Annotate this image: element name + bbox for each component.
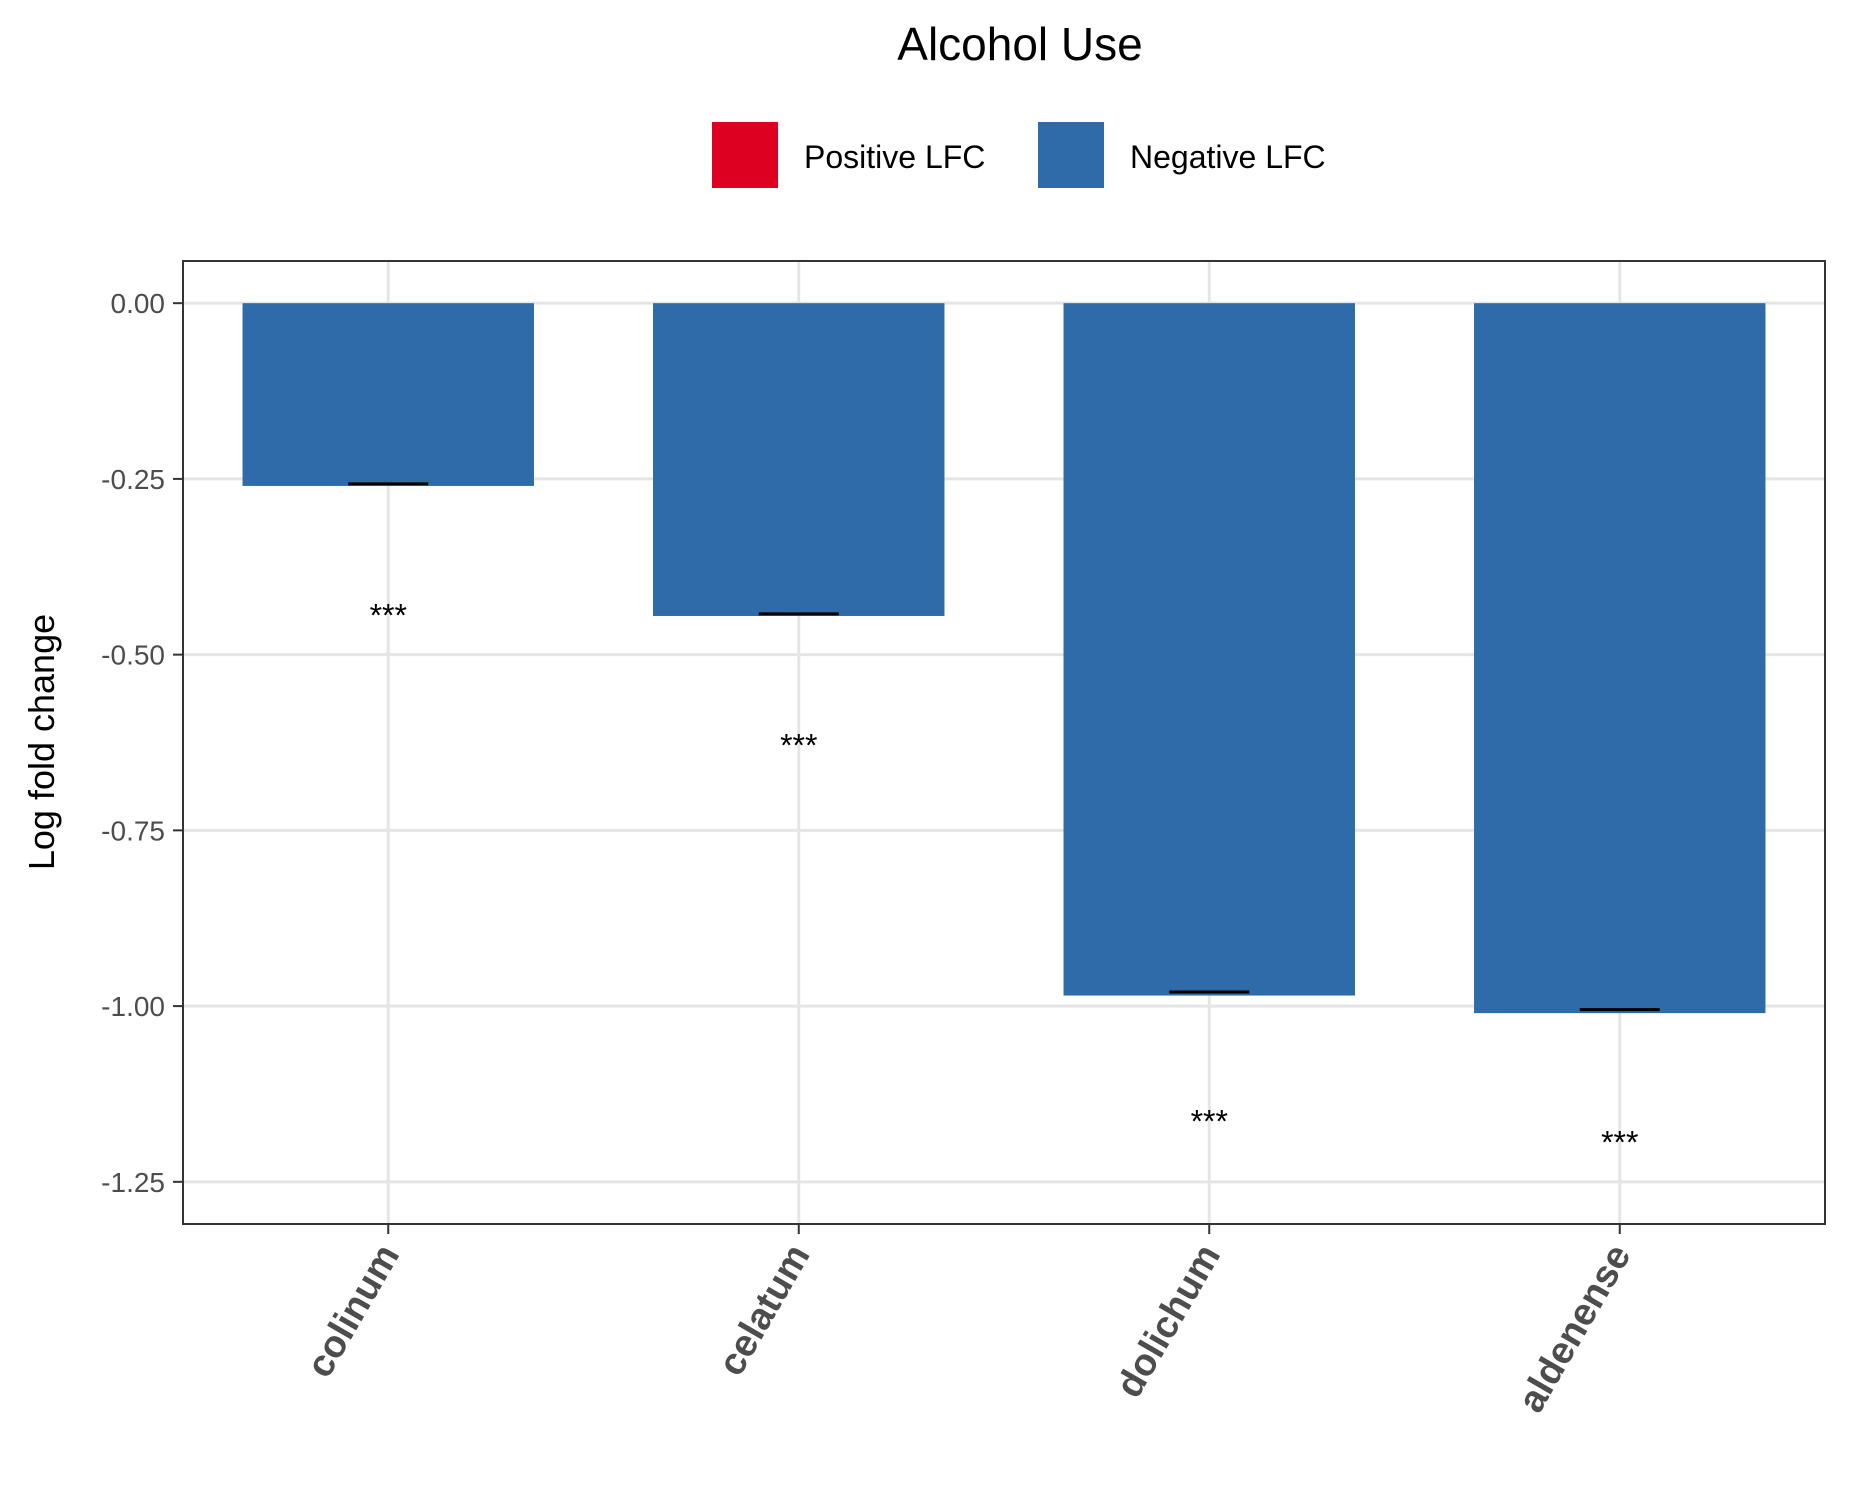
y-tick-label: -1.00 <box>101 991 165 1022</box>
plot-panel-border <box>182 260 1826 1225</box>
y-tick-label: -0.25 <box>101 464 165 495</box>
y-tick-label: 0.00 <box>111 288 166 319</box>
bar-colinum <box>242 303 534 486</box>
significance-labels: *** *** *** *** <box>370 598 1639 1161</box>
significance-label-colinum: *** <box>370 598 407 634</box>
bar-dolichum <box>1063 303 1355 996</box>
x-tick-label-aldenense: aldenense <box>1510 1238 1639 1420</box>
x-tick-label-dolichum: dolichum <box>1108 1238 1229 1405</box>
legend-swatch-negative <box>1038 122 1104 188</box>
y-axis-label: Log fold change <box>21 614 62 870</box>
legend: Positive LFC Negative LFC <box>712 122 1326 188</box>
legend-swatch-positive <box>712 122 778 188</box>
legend-label-positive: Positive LFC <box>804 139 985 175</box>
significance-label-aldenense: *** <box>1601 1125 1638 1161</box>
bar-aldenense <box>1474 303 1766 1014</box>
x-tick-label-colinum: colinum <box>299 1238 408 1385</box>
chart-title: Alcohol Use <box>897 18 1142 70</box>
bars <box>242 303 1766 1014</box>
significance-label-celatum: *** <box>780 728 817 764</box>
y-tick-label: -0.50 <box>101 640 165 671</box>
bar-celatum <box>653 303 945 616</box>
x-axis: colinum celatum dolichum aldenense <box>299 1224 1640 1419</box>
y-tick-label: -0.75 <box>101 815 165 846</box>
error-bars <box>348 482 1660 1012</box>
y-tick-label: -1.25 <box>101 1167 165 1198</box>
legend-label-negative: Negative LFC <box>1130 139 1326 175</box>
significance-label-dolichum: *** <box>1191 1104 1228 1140</box>
y-axis: 0.00 -0.25 -0.50 -0.75 -1.00 -1.25 <box>101 288 183 1198</box>
x-tick-label-celatum: celatum <box>710 1238 818 1383</box>
